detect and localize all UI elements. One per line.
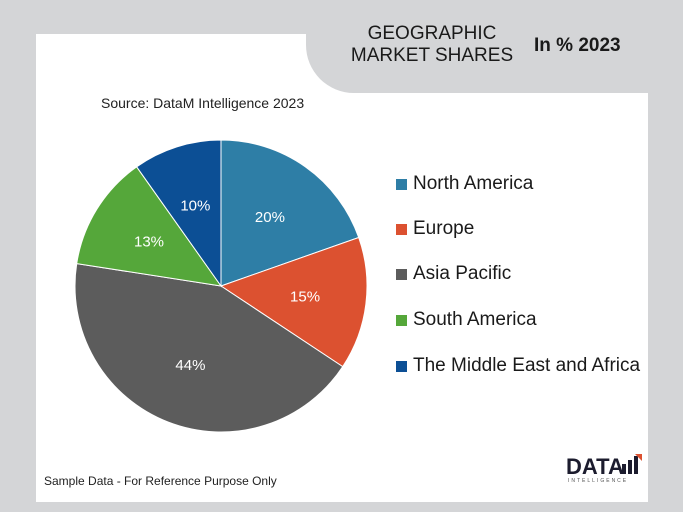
legend-item: North America: [396, 172, 533, 196]
slice-label: 20%: [255, 209, 285, 226]
legend-label: Asia Pacific: [413, 263, 512, 284]
legend-swatch: [396, 224, 407, 235]
logo-subtext: INTELLIGENCE: [568, 478, 629, 484]
year-label: In % 2023: [534, 35, 621, 56]
pie-slice: [74, 263, 344, 433]
legend-swatch: [396, 179, 407, 190]
legend-swatch: [396, 269, 407, 280]
legend-item: Asia Pacific: [396, 262, 511, 286]
logo-text: DATA: [566, 454, 624, 479]
slice-label: 44%: [175, 357, 205, 374]
pie-slice: [76, 166, 223, 287]
title-line-2: MARKET SHARES: [350, 45, 514, 66]
legend-item: Europe: [396, 217, 474, 241]
legend-item: South America: [396, 308, 537, 332]
company-logo: DATA INTELLIGENCE: [566, 448, 642, 488]
title-tab: [306, 0, 683, 93]
slice-label: 13%: [134, 233, 164, 250]
footer-note: Sample Data - For Reference Purpose Only: [44, 474, 277, 488]
legend-item: The Middle East and Africa: [396, 354, 640, 378]
legend-label: North America: [413, 173, 534, 194]
legend-label: The Middle East and Africa: [413, 355, 641, 376]
pie-slice: [135, 139, 222, 288]
pie-slice: [219, 236, 368, 368]
legend-swatch: [396, 315, 407, 326]
logo-bars-icon: [622, 454, 642, 474]
legend-label: South America: [413, 309, 537, 330]
title-line-1: GEOGRAPHIC: [367, 23, 497, 44]
legend-label: Europe: [413, 218, 475, 239]
legend-swatch: [396, 361, 407, 372]
chart-title: GEOGRAPHIC MARKET SHARES: [344, 23, 520, 67]
source-note: Source: DataM Intelligence 2023: [101, 95, 305, 111]
slice-label: 10%: [180, 197, 210, 214]
slice-label: 15%: [290, 288, 320, 305]
